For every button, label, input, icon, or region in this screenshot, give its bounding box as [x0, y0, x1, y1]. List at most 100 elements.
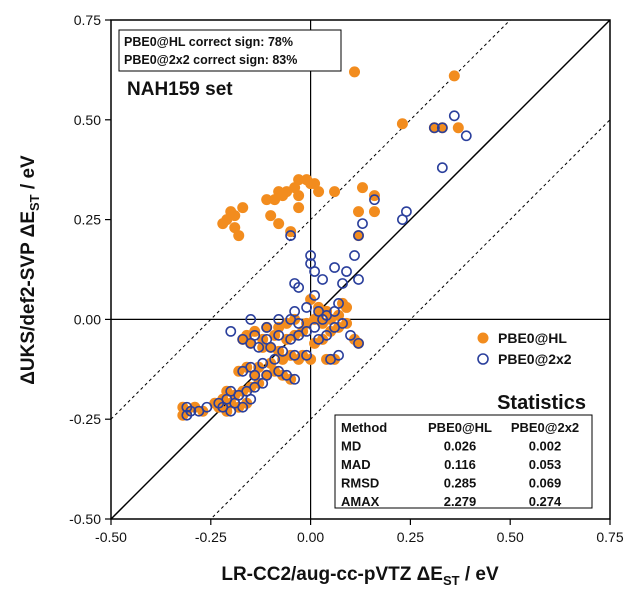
point-pbe0-2x2	[345, 329, 356, 341]
stats-cell: RMSD	[341, 476, 379, 491]
y-tick-label: 0.25	[74, 212, 101, 228]
stats-table-box	[334, 414, 593, 509]
point-pbe0-2x2	[337, 317, 348, 329]
point-pbe0-hl	[293, 190, 305, 202]
point-pbe0-hl	[329, 186, 341, 198]
point-pbe0-2x2	[317, 313, 328, 325]
x-tick-label: 0.25	[397, 529, 424, 545]
stats-cell: 0.069	[529, 476, 562, 491]
point-pbe0-hl	[217, 218, 229, 230]
point-pbe0-2x2	[249, 369, 261, 381]
point-pbe0-2x2	[257, 357, 269, 369]
point-pbe0-hl	[396, 118, 408, 130]
stats-cell: 0.053	[529, 457, 562, 472]
point-pbe0-2x2	[293, 317, 305, 329]
legend-label-2x2: PBE0@2x2	[498, 351, 572, 367]
point-pbe0-2x2	[357, 218, 368, 229]
point-pbe0-2x2	[301, 302, 313, 313]
point-pbe0-2x2	[289, 373, 301, 385]
point-pbe0-hl	[356, 182, 368, 194]
legend-label-hl: PBE0@HL	[498, 330, 567, 346]
plot-frame	[110, 19, 611, 520]
point-pbe0-2x2	[436, 122, 448, 134]
point-pbe0-2x2	[353, 230, 364, 241]
point-pbe0-hl	[436, 122, 448, 134]
y-tick-label: 0.00	[74, 311, 101, 327]
point-pbe0-2x2	[301, 325, 313, 337]
point-pbe0-2x2	[329, 306, 340, 317]
point-pbe0-2x2	[237, 365, 249, 377]
y-tick-label: -0.25	[69, 411, 101, 427]
point-pbe0-2x2	[261, 333, 273, 345]
point-pbe0-hl	[452, 122, 464, 134]
point-pbe0-2x2	[321, 329, 332, 341]
x-tick-label: 0.75	[596, 529, 623, 545]
point-pbe0-2x2	[337, 278, 348, 289]
x-tick-label: -0.25	[195, 529, 227, 545]
point-pbe0-2x2	[225, 325, 237, 337]
point-pbe0-hl	[237, 202, 249, 214]
x-axis-label: LR-CC2/aug-cc-pVTZ ΔEST / eV	[221, 564, 499, 588]
stats-cell: 0.285	[444, 476, 477, 491]
point-pbe0-2x2	[397, 214, 408, 225]
point-pbe0-2x2	[193, 405, 205, 417]
y-axis-label: ΔUKS/def2-SVP ΔEST / eV	[18, 155, 42, 385]
point-pbe0-2x2	[353, 274, 364, 285]
point-pbe0-2x2	[185, 405, 197, 417]
point-pbe0-2x2	[305, 250, 316, 261]
point-pbe0-2x2	[261, 321, 273, 333]
stats-cell: MAD	[341, 457, 371, 472]
point-pbe0-2x2	[225, 405, 237, 417]
point-pbe0-2x2	[269, 353, 281, 365]
stats-header-cell: PBE0@HL	[428, 420, 492, 435]
set-label: NAH159 set	[127, 79, 233, 100]
x-tick-label: 0.50	[497, 529, 524, 545]
point-pbe0-2x2	[277, 345, 289, 357]
point-pbe0-hl	[293, 202, 305, 214]
point-pbe0-hl	[349, 66, 361, 78]
sign-annotation-2x2: PBE0@2x2 correct sign: 83%	[124, 53, 297, 67]
point-pbe0-2x2	[436, 162, 448, 174]
point-pbe0-hl	[353, 230, 365, 242]
legend-marker-hl	[477, 332, 489, 344]
sign-annotation-hl: PBE0@HL correct sign: 78%	[124, 35, 293, 49]
stats-cell: 0.116	[444, 457, 476, 472]
point-pbe0-hl	[261, 321, 273, 333]
point-pbe0-hl	[277, 353, 289, 365]
point-pbe0-hl	[265, 210, 277, 222]
stats-table: Method PBE0@HL PBE0@2x2 MD 0.026 0.002 MAD 0.11…	[341, 420, 579, 509]
point-pbe0-2x2	[285, 230, 297, 241]
point-pbe0-2x2	[245, 393, 257, 405]
stats-cell: 0.002	[529, 439, 562, 454]
stats-cell: 0.026	[444, 439, 477, 454]
point-pbe0-2x2	[460, 130, 472, 142]
point-pbe0-hl	[261, 194, 273, 206]
point-pbe0-2x2	[369, 194, 380, 206]
y-tick-label: 0.75	[74, 12, 101, 28]
point-pbe0-2x2	[237, 401, 249, 413]
legend: PBE0@HL PBE0@2x2	[477, 330, 572, 367]
identity-line	[111, 20, 610, 519]
stats-header-cell: PBE0@2x2	[511, 420, 579, 435]
point-pbe0-hl	[241, 397, 253, 409]
point-pbe0-2x2	[333, 349, 344, 361]
point-pbe0-hl	[428, 122, 440, 134]
point-pbe0-2x2	[428, 122, 440, 134]
point-pbe0-2x2	[273, 329, 285, 341]
stats-cell: MD	[341, 439, 361, 454]
point-pbe0-2x2	[253, 341, 265, 353]
point-pbe0-2x2	[309, 290, 320, 301]
point-pbe0-2x2	[353, 337, 364, 349]
point-pbe0-hl	[305, 353, 317, 365]
point-pbe0-hl	[368, 206, 380, 218]
lower-offset-line	[210, 119, 610, 519]
point-pbe0-hl	[273, 218, 285, 230]
point-pbe0-2x2	[329, 262, 340, 273]
stats-header-cell: Method	[341, 420, 387, 435]
legend-marker-2x2	[477, 353, 489, 365]
point-pbe0-2x2	[289, 349, 301, 361]
x-tick-label: -0.50	[95, 529, 127, 545]
stats-cell: 2.279	[444, 494, 477, 509]
y-tick-label: 0.50	[74, 112, 101, 128]
